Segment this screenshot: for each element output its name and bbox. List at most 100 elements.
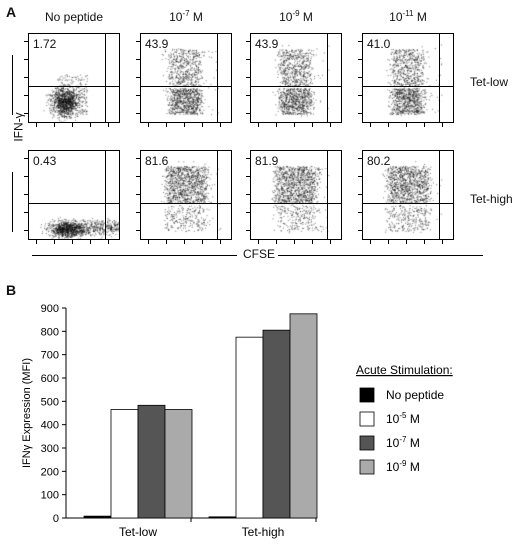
axis-tick — [312, 240, 313, 244]
legend-swatch — [359, 435, 375, 451]
axis-tick — [24, 230, 28, 231]
axis-tick — [184, 123, 185, 127]
axis-tick — [246, 77, 250, 78]
scatter-dots — [141, 34, 231, 122]
gate-line-horizontal — [363, 86, 453, 87]
quadrant-percent: 41.0 — [367, 37, 391, 51]
axis-tick — [294, 123, 295, 127]
axis-tick — [358, 59, 362, 60]
y-tick-label: 300 — [41, 443, 59, 455]
bar — [110, 409, 139, 519]
axis-tick — [442, 240, 443, 244]
axis-tick — [294, 240, 295, 244]
flow-plot: 41.0 — [362, 33, 454, 123]
axis-tick — [136, 41, 140, 42]
axis-tick — [246, 41, 250, 42]
bar — [235, 336, 264, 519]
y-tick-label: 400 — [41, 420, 59, 432]
panel-a-label: A — [6, 4, 17, 20]
scatter-dots — [363, 151, 453, 239]
gate-line-horizontal — [251, 86, 341, 87]
scatter-dots — [29, 151, 119, 239]
legend-swatch — [359, 411, 375, 427]
bar — [208, 516, 237, 519]
quadrant-percent: 81.9 — [255, 154, 279, 168]
axis-tick — [24, 59, 28, 60]
panel-b: B 0 100 200 300 400 500 600 700 800 900 IFNγ Expre… — [0, 282, 520, 544]
axis-tick — [406, 240, 407, 244]
axis-tick — [276, 240, 277, 244]
axis-tick — [246, 176, 250, 177]
axis-tick — [246, 212, 250, 213]
scatter-dots — [251, 34, 341, 122]
legend-label: No peptide — [386, 388, 444, 402]
flow-plot: 43.9 — [140, 33, 232, 123]
axis-tick — [136, 194, 140, 195]
y-tick-label: 0 — [53, 513, 59, 525]
gate-line-horizontal — [363, 203, 453, 204]
axis-tick — [406, 123, 407, 127]
axis-tick — [148, 240, 149, 244]
flow-plot: 81.6 — [140, 150, 232, 240]
axis-tick — [330, 123, 331, 127]
axis-tick — [358, 212, 362, 213]
axis-tick — [24, 212, 28, 213]
column-header: No peptide — [44, 10, 104, 24]
gate-line-vertical — [327, 151, 328, 239]
legend-label: 10-9 M — [386, 459, 420, 474]
axis-tick — [24, 158, 28, 159]
bar — [137, 404, 166, 519]
gate-line-vertical — [327, 34, 328, 122]
axis-tick — [90, 123, 91, 127]
axis-tick — [36, 123, 37, 127]
axis-tick — [54, 123, 55, 127]
axis-tick — [72, 123, 73, 127]
y-axis-bracket — [12, 55, 13, 115]
quadrant-percent: 0.43 — [33, 154, 57, 168]
axis-tick — [136, 77, 140, 78]
column-header: 10-11 M — [389, 9, 427, 25]
axis-tick — [136, 230, 140, 231]
axis-tick — [388, 240, 389, 244]
y-axis-label: IFNγ Expression (MFI) — [21, 358, 33, 468]
axis-tick — [136, 176, 140, 177]
category-label: Tet-high — [242, 525, 285, 539]
axis-tick — [246, 95, 250, 96]
axis-tick — [24, 95, 28, 96]
column-header: 10-7 M — [169, 9, 203, 25]
flow-plot: 0.43 — [28, 150, 120, 240]
quadrant-percent: 1.72 — [33, 37, 57, 51]
quadrant-percent: 43.9 — [145, 37, 169, 51]
gate-line-horizontal — [29, 86, 119, 87]
scatter-dots — [29, 34, 119, 122]
axis-tick — [220, 123, 221, 127]
axis-tick — [202, 123, 203, 127]
axis-tick — [136, 212, 140, 213]
gate-line-vertical — [105, 34, 106, 122]
gate-line-horizontal — [29, 203, 119, 204]
gate-line-vertical — [217, 151, 218, 239]
axis-tick — [136, 95, 140, 96]
axis-tick — [24, 41, 28, 42]
flow-plot: 1.72 — [28, 33, 120, 123]
axis-tick — [72, 240, 73, 244]
quadrant-percent: 43.9 — [255, 37, 279, 51]
axis-tick — [184, 240, 185, 244]
column-header: 10-9 M — [279, 9, 313, 25]
row-label: Tet-high — [470, 192, 513, 206]
axis-tick — [24, 113, 28, 114]
quadrant-percent: 80.2 — [367, 154, 391, 168]
x-axis-label-cfse: CFSE — [243, 247, 276, 261]
y-tick-label: 100 — [41, 490, 59, 502]
axis-tick — [246, 158, 250, 159]
scatter-dots — [251, 151, 341, 239]
y-axis-label-ifn: IFN-γ — [11, 112, 26, 142]
axis-tick — [36, 240, 37, 244]
y-tick-label: 500 — [41, 396, 59, 408]
axis-tick — [246, 113, 250, 114]
axis-tick — [54, 240, 55, 244]
panel-a: A No peptide 10-7 M 10-9 M 10-11 M 1.72 43.9… — [6, 4, 513, 261]
axis-tick — [424, 123, 425, 127]
axis-tick — [312, 123, 313, 127]
bar — [164, 409, 193, 519]
